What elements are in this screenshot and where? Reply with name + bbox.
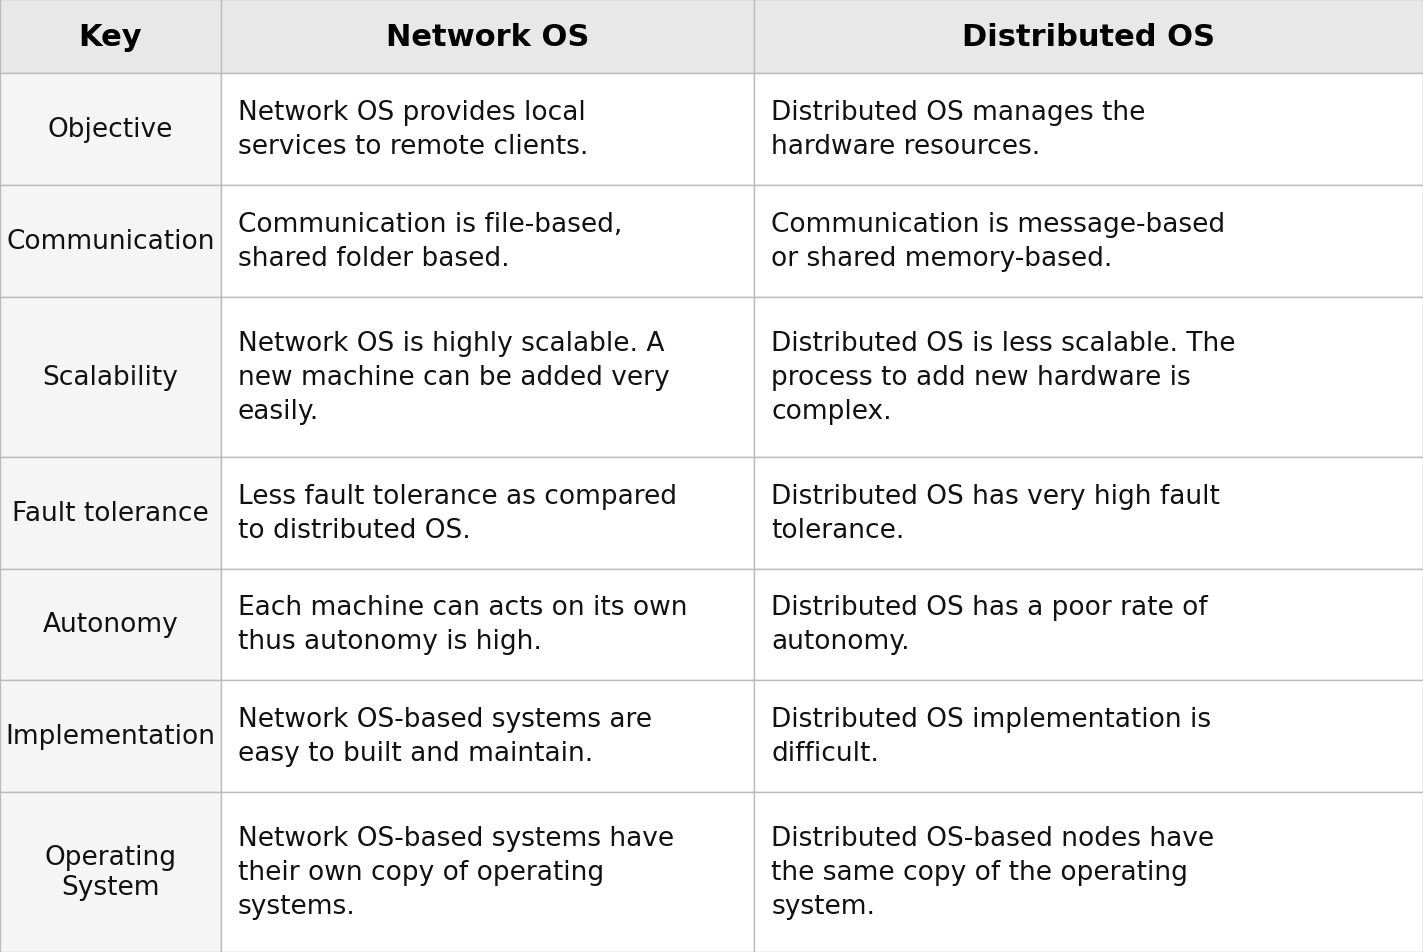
Bar — [0, 186, 221, 297]
Bar — [221, 74, 754, 186]
Bar — [0, 0, 221, 74]
Text: Network OS provides local
services to remote clients.: Network OS provides local services to re… — [238, 100, 588, 160]
Text: Communication is message-based
or shared memory-based.: Communication is message-based or shared… — [771, 211, 1225, 271]
Bar — [754, 186, 1423, 297]
Text: Distributed OS manages the
hardware resources.: Distributed OS manages the hardware reso… — [771, 100, 1146, 160]
Text: Network OS is highly scalable. A
new machine can be added very
easily.: Network OS is highly scalable. A new mac… — [238, 330, 669, 425]
Bar — [0, 569, 221, 681]
Bar — [0, 457, 221, 569]
Bar — [221, 297, 754, 457]
Text: Distributed OS has a poor rate of
autonomy.: Distributed OS has a poor rate of autono… — [771, 595, 1208, 655]
Bar — [221, 0, 754, 74]
Text: Objective: Objective — [47, 117, 174, 143]
Bar — [754, 297, 1423, 457]
Text: Network OS: Network OS — [386, 23, 589, 51]
Text: Each machine can acts on its own
thus autonomy is high.: Each machine can acts on its own thus au… — [238, 595, 687, 655]
Bar — [221, 569, 754, 681]
Text: Less fault tolerance as compared
to distributed OS.: Less fault tolerance as compared to dist… — [238, 484, 677, 544]
Bar — [221, 681, 754, 792]
Text: Distributed OS is less scalable. The
process to add new hardware is
complex.: Distributed OS is less scalable. The pro… — [771, 330, 1235, 425]
Bar — [0, 792, 221, 952]
Text: Operating
System: Operating System — [44, 844, 176, 900]
Text: Communication is file-based,
shared folder based.: Communication is file-based, shared fold… — [238, 211, 622, 271]
Bar — [754, 681, 1423, 792]
Bar — [754, 0, 1423, 74]
Bar — [754, 569, 1423, 681]
Text: Distributed OS has very high fault
tolerance.: Distributed OS has very high fault toler… — [771, 484, 1220, 544]
Text: Implementation: Implementation — [6, 724, 215, 749]
Text: Fault tolerance: Fault tolerance — [11, 500, 209, 526]
Text: Distributed OS-based nodes have
the same copy of the operating
system.: Distributed OS-based nodes have the same… — [771, 825, 1214, 919]
Text: Distributed OS implementation is
difficult.: Distributed OS implementation is difficu… — [771, 706, 1211, 766]
Bar — [754, 457, 1423, 569]
Bar — [221, 186, 754, 297]
Text: Network OS-based systems are
easy to built and maintain.: Network OS-based systems are easy to bui… — [238, 706, 652, 766]
Bar — [0, 681, 221, 792]
Text: Autonomy: Autonomy — [43, 612, 178, 638]
Bar — [221, 792, 754, 952]
Text: Scalability: Scalability — [43, 365, 178, 390]
Bar — [0, 74, 221, 186]
Text: Key: Key — [78, 23, 142, 51]
Bar — [221, 457, 754, 569]
Bar — [754, 74, 1423, 186]
Text: Communication: Communication — [6, 228, 215, 254]
Text: Distributed OS: Distributed OS — [962, 23, 1215, 51]
Bar — [0, 297, 221, 457]
Text: Network OS-based systems have
their own copy of operating
systems.: Network OS-based systems have their own … — [238, 825, 673, 919]
Bar — [754, 792, 1423, 952]
